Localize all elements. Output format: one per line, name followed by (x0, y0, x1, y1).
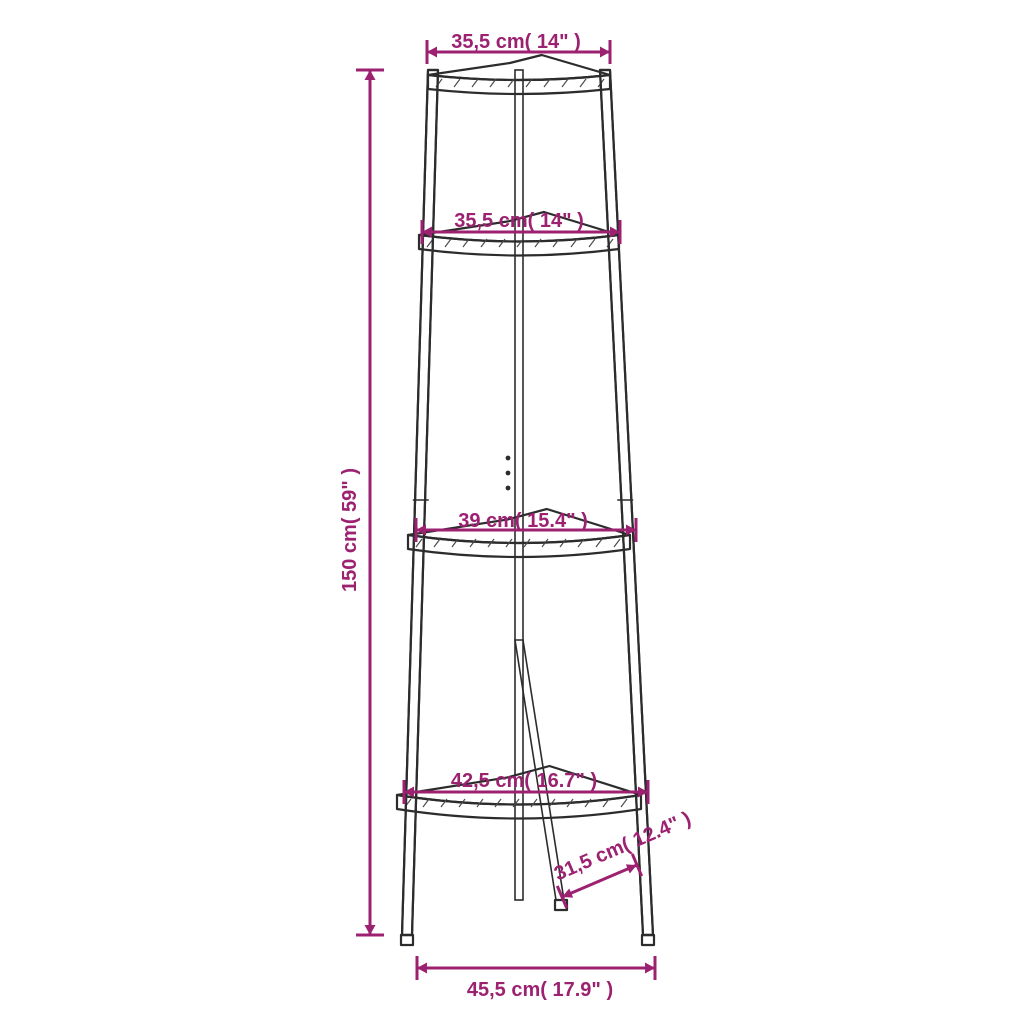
dim-height-label: 150 cm( 59" ) (339, 468, 361, 592)
dim-shelf-0-label: 35,5 cm( 14" ) (451, 31, 581, 53)
dim-shelf-2-label: 39 cm( 15.4" ) (458, 510, 588, 532)
dim-shelf-1-label: 35,5 cm( 14" ) (454, 210, 584, 232)
dim-bottom-label: 45,5 cm( 17.9" ) (467, 979, 613, 1001)
dim-depth-label: 31,5 cm( 12.4" ) (551, 808, 694, 886)
dim-shelf-3-label: 42,5 cm( 16.7" ) (451, 770, 597, 792)
